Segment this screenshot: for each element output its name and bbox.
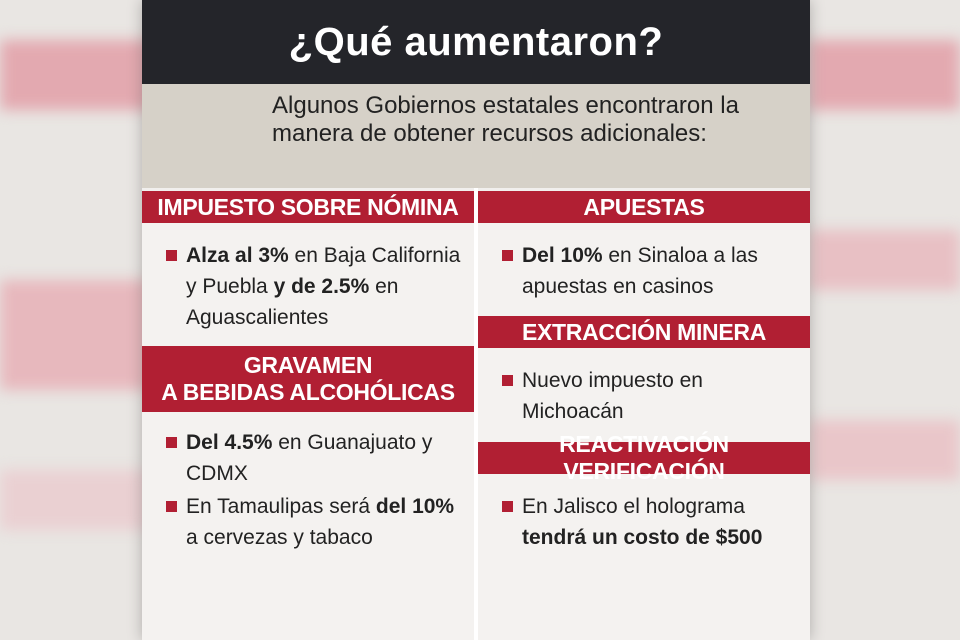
section-header-gravamen: GRAVAMEN A BEBIDAS ALCOHÓLICAS	[142, 346, 474, 412]
bullet-plain-text: a cervezas y tabaco	[186, 526, 373, 549]
bullet-item: Nuevo impuesto en Michoacán	[502, 365, 802, 427]
section-header-verificacion: REACTIVACIÓN VERIFICACIÓN	[478, 431, 810, 484]
bullet-text: Del 10% en Sinaloa a las apuestas en cas…	[522, 240, 782, 302]
bullet-plain-text: en Baja California y Puebla	[186, 244, 461, 298]
column-divider	[474, 188, 478, 640]
background-blur-band	[810, 40, 960, 110]
intro-panel: Algunos Gobiernos estatales encontraron …	[142, 84, 810, 188]
bullet-plain-text: En Jalisco el holograma	[522, 495, 745, 518]
background-blur-band	[0, 280, 150, 390]
bullet-plain-text: en Aguascalientes	[186, 275, 399, 329]
infographic-card: ¿Qué aumentaron? Algunos Gobiernos estat…	[142, 0, 810, 640]
page-title: ¿Qué aumentaron?	[288, 19, 664, 64]
section-header-text: IMPUESTO SOBRE NÓMINA	[157, 193, 459, 220]
bullet-bold-text: Alza al 3%	[186, 244, 289, 267]
bullet-item: Del 10% en Sinaloa a las apuestas en cas…	[502, 240, 802, 302]
bullet-bold-text: del 10%	[375, 495, 455, 518]
bullet-square-icon	[166, 437, 177, 448]
bullet-bold-text: y de 2.5%	[273, 275, 370, 298]
section-header-text: A BEBIDAS ALCOHÓLICAS	[161, 379, 455, 405]
bullet-item: Alza al 3% en Baja California y Puebla y…	[166, 240, 466, 333]
bullet-bold-text: Del 4.5%	[186, 431, 273, 454]
section-header-nomina: IMPUESTO SOBRE NÓMINA	[142, 191, 474, 223]
bullet-plain-text: en Sinaloa a las apuestas en casinos	[522, 244, 758, 298]
bullet-text: Nuevo impuesto en Michoacán	[522, 365, 712, 427]
bullet-square-icon	[502, 250, 513, 261]
bullet-bold-text: tendrá un costo de $500	[522, 526, 763, 549]
background-blur-band	[810, 420, 960, 480]
background-blur-band	[0, 470, 150, 530]
bullet-plain-text: En Tamaulipas será	[186, 495, 376, 518]
bullet-plain-text: Nuevo impuesto en Michoacán	[522, 369, 703, 423]
section-header-text: EXTRACCIÓN MINERA	[521, 318, 767, 345]
section-header-text: APUESTAS	[583, 193, 705, 220]
left-column: IMPUESTO SOBRE NÓMINA Alza al 3% en Baja…	[142, 191, 474, 640]
bullet-square-icon	[166, 501, 177, 512]
bullet-item: Del 4.5% en Guanajuato y CDMX	[166, 427, 466, 489]
bullet-plain-text: en Guanajuato y CDMX	[186, 431, 433, 485]
bullet-square-icon	[502, 375, 513, 386]
bullet-bold-text: Del 10%	[522, 244, 603, 267]
title-bar: ¿Qué aumentaron?	[142, 0, 810, 84]
background-blur-band	[810, 230, 960, 290]
right-column: APUESTAS Del 10% en Sinaloa a las apuest…	[478, 191, 810, 640]
bullet-item: En Jalisco el holograma tendrá un costo …	[502, 491, 802, 553]
intro-text: Algunos Gobiernos estatales encontraron …	[272, 92, 739, 147]
background-blur-band	[0, 40, 150, 110]
section-header-text: GRAVAMEN	[243, 352, 373, 378]
bullet-text: En Tamaulipas será del 10% a cervezas y …	[186, 491, 466, 553]
bullet-text: Alza al 3% en Baja California y Puebla y…	[186, 240, 466, 333]
bullet-square-icon	[166, 250, 177, 261]
bullet-text: En Jalisco el holograma tendrá un costo …	[522, 491, 802, 553]
section-header-text: REACTIVACIÓN VERIFICACIÓN	[559, 431, 729, 484]
section-header-mineria: EXTRACCIÓN MINERA	[478, 316, 810, 348]
bullet-item: En Tamaulipas será del 10% a cervezas y …	[166, 491, 466, 553]
bullet-text: Del 4.5% en Guanajuato y CDMX	[186, 427, 466, 489]
section-header-apuestas: APUESTAS	[478, 191, 810, 223]
bullet-square-icon	[502, 501, 513, 512]
